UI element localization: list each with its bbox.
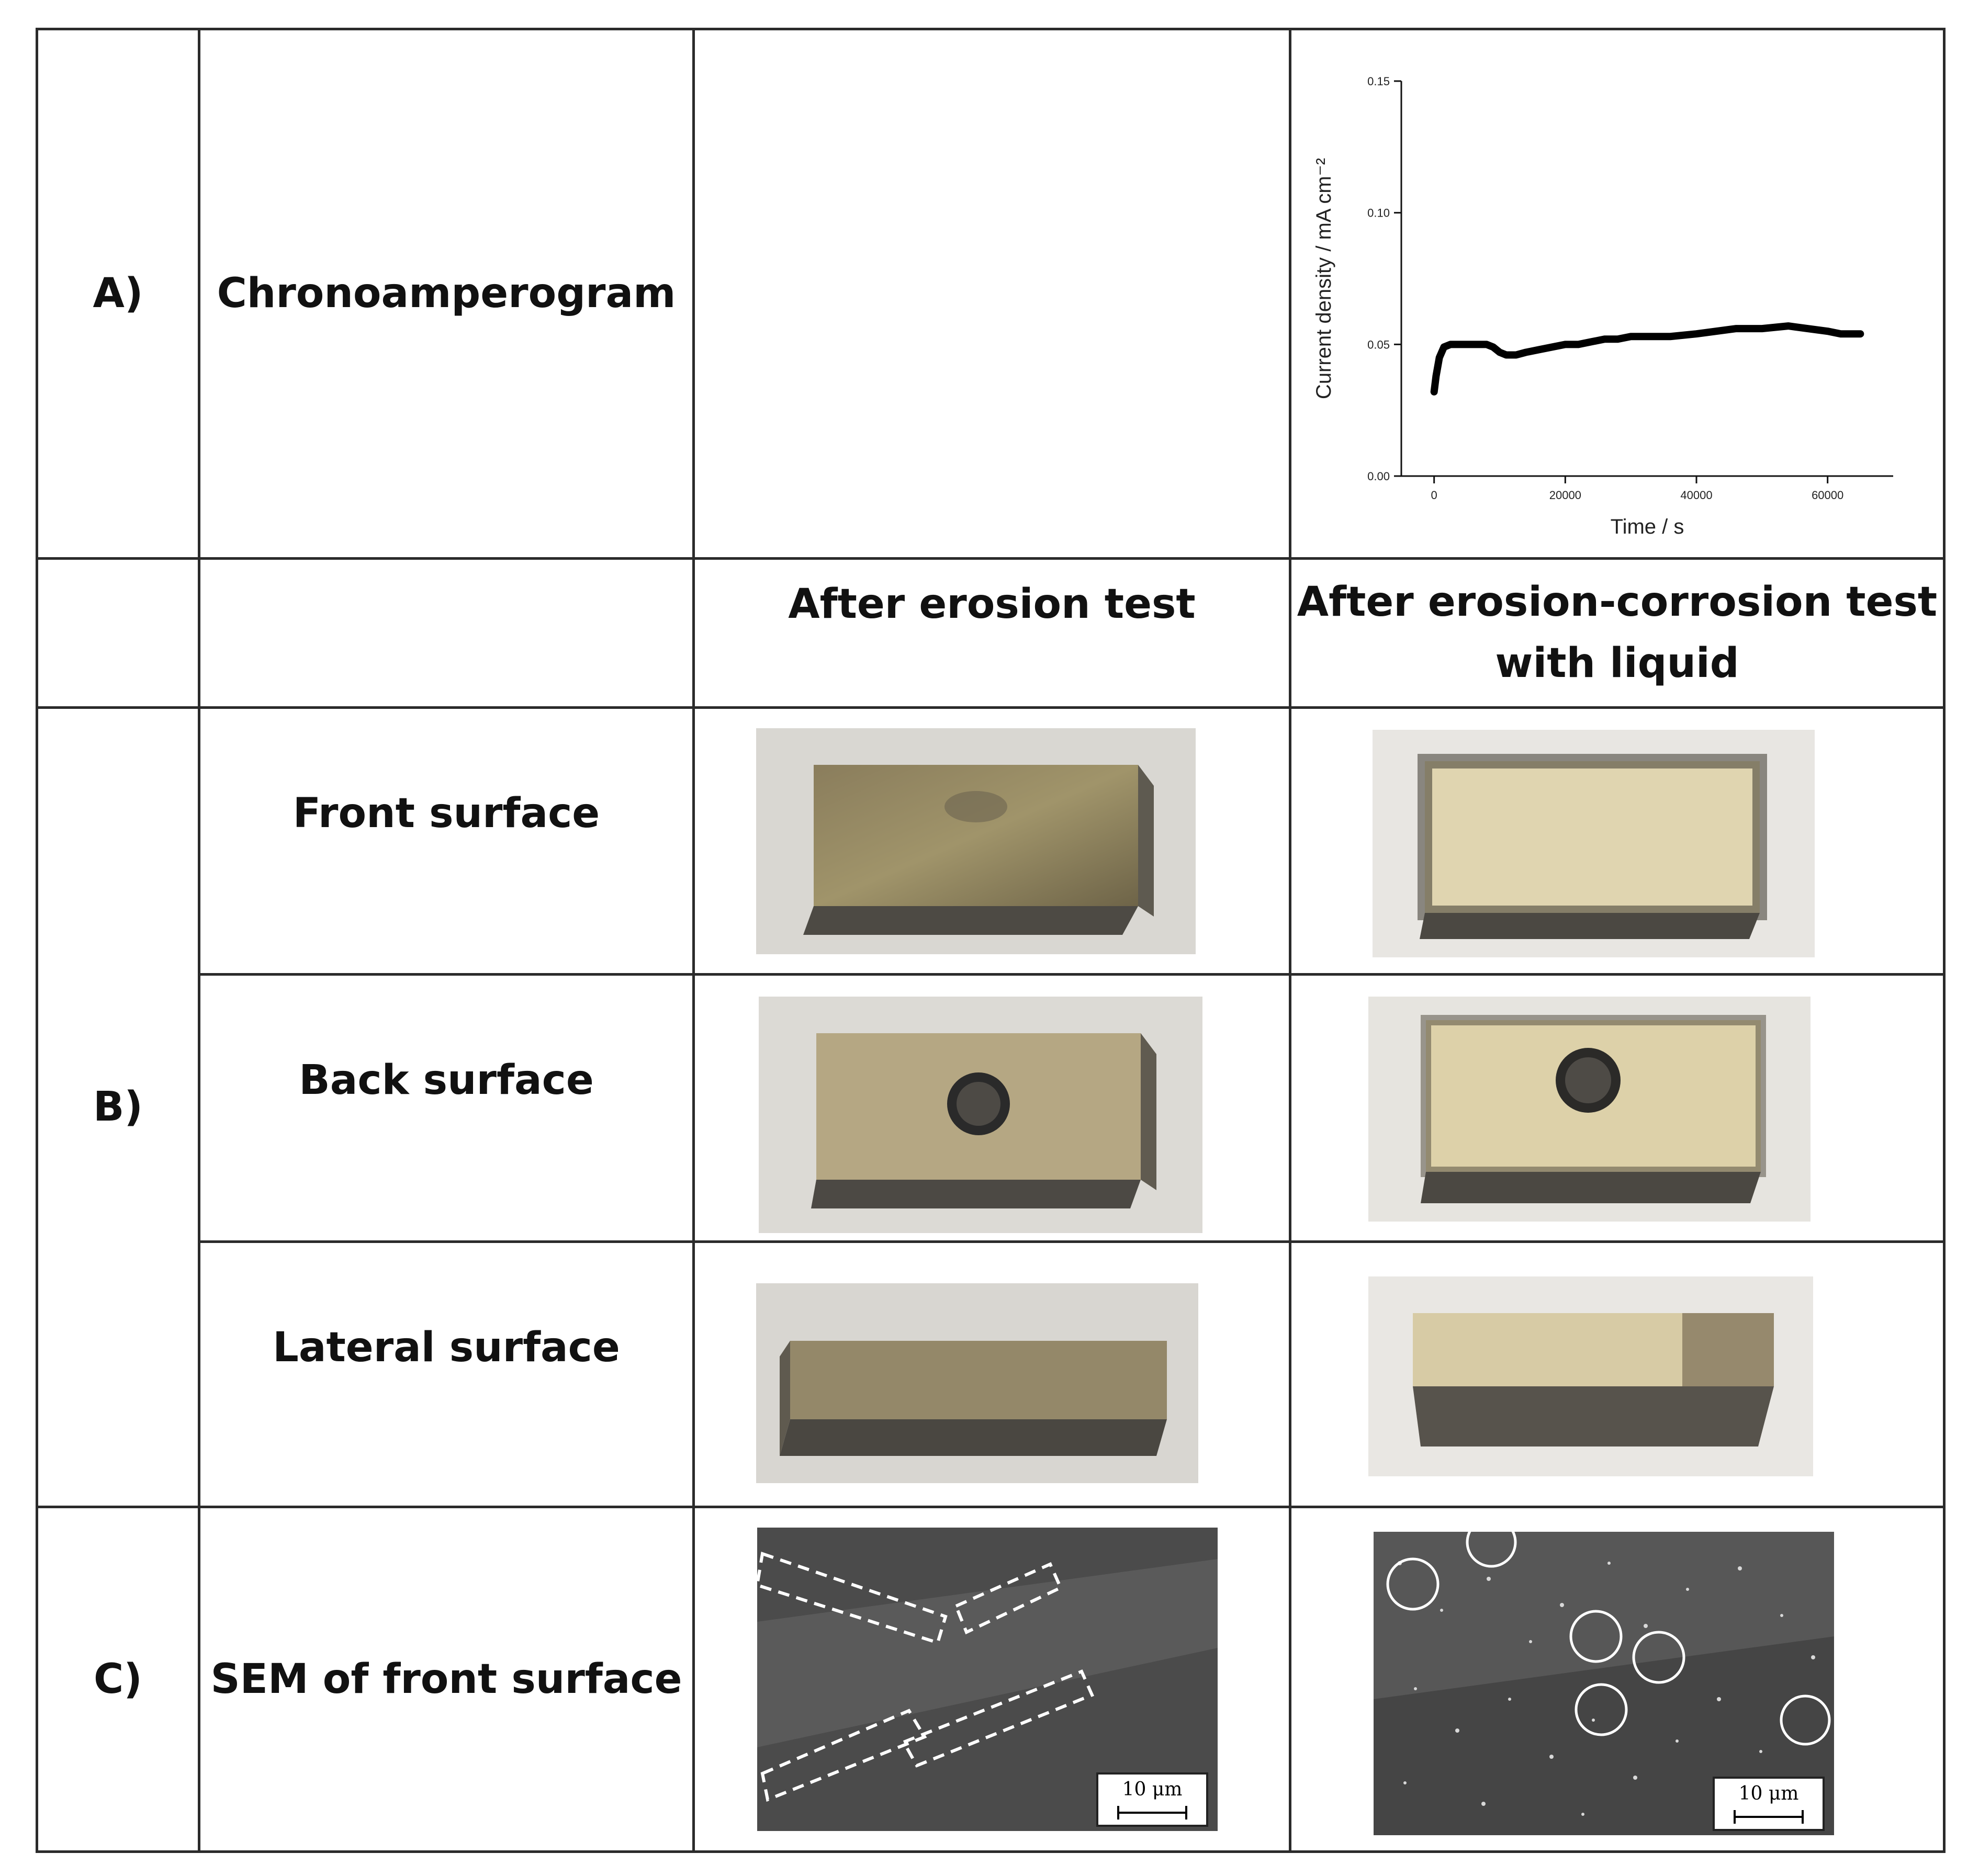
photo-erosion-corrosion-back [1368, 997, 1811, 1222]
row-line-4 [198, 1240, 1946, 1243]
column-header-erosion-corrosion: After erosion-corrosion test with liquid [1291, 560, 1943, 706]
data-point [1471, 343, 1475, 346]
y-tick-label: 0.05 [1367, 338, 1390, 351]
data-point [1458, 343, 1462, 346]
border-bottom [36, 1850, 1946, 1853]
front-surface-label: Front surface [293, 789, 600, 837]
y-axis-label: Current density / mA cm⁻² [1312, 158, 1335, 399]
lateral-surface-label: Lateral surface [273, 1324, 620, 1371]
photo-erosion-lateral [756, 1283, 1198, 1483]
row-line-5 [36, 1506, 1946, 1508]
data-point [1550, 345, 1554, 349]
data-point [1806, 327, 1810, 331]
data-point [1734, 327, 1738, 331]
data-point [1504, 353, 1508, 357]
data-point [1590, 340, 1593, 344]
x-tick-label: 40000 [1680, 489, 1712, 502]
border-top [36, 28, 1946, 30]
data-point [1649, 335, 1652, 338]
chronoamperogram-label: Chronoamperogram [217, 270, 676, 317]
col-line-1 [198, 28, 200, 1853]
column-header-erosion-corrosion-line1: After erosion-corrosion test [1297, 579, 1938, 626]
sem-front-surface-label: SEM of front surface [210, 1655, 682, 1703]
scale-bar-label-left: 10 μm [1122, 1779, 1183, 1800]
photo-erosion-corrosion-lateral [1368, 1276, 1813, 1476]
data-point [1485, 343, 1488, 346]
row-label-b: B) [93, 1083, 143, 1131]
y-tick-label: 0.00 [1367, 470, 1390, 483]
y-tick-label: 0.10 [1367, 207, 1390, 220]
data-point [1826, 330, 1829, 333]
data-point [1432, 390, 1436, 393]
data-point [1514, 353, 1518, 357]
data-point [1714, 330, 1718, 333]
data-point [1616, 337, 1620, 341]
data-point [1437, 356, 1441, 359]
col-line-2 [692, 28, 695, 1853]
photo-erosion-corrosion-front [1373, 730, 1815, 957]
photo-erosion-front [756, 728, 1196, 954]
data-point [1668, 335, 1672, 338]
x-axis-label: Time / s [1611, 515, 1684, 538]
chronoamperogram-chart: 0.00 0.05 0.10 0.15 0 20000 40000 60000 Time / s… [1312, 75, 1893, 538]
row-label-c: C) [94, 1655, 142, 1703]
sem-image-erosion-corrosion: 10 μm [1374, 1532, 1834, 1835]
row-line-3 [198, 973, 1946, 976]
data-point [1629, 335, 1633, 338]
x-tick-label: 20000 [1549, 489, 1581, 502]
sem-image-erosion: 10 μm [757, 1528, 1218, 1831]
column-header-erosion-corrosion-line2: with liquid [1495, 640, 1739, 687]
border-left [36, 28, 38, 1853]
x-tick-label: 0 [1431, 489, 1437, 502]
data-point [1442, 345, 1446, 349]
column-header-erosion: After erosion test [788, 580, 1196, 628]
col-line-3 [1289, 28, 1291, 1853]
row-label-a: A) [93, 270, 143, 317]
border-right [1943, 28, 1946, 1853]
data-point [1786, 324, 1790, 328]
row-line-1 [36, 557, 1946, 560]
data-point [1498, 351, 1501, 354]
table-grid [36, 28, 1946, 1853]
data-point [1760, 327, 1764, 331]
data-point [1524, 351, 1528, 354]
scale-bar-label-right: 10 μm [1739, 1783, 1799, 1804]
data-point [1695, 332, 1698, 336]
row-line-2 [36, 706, 1946, 709]
data-point [1449, 343, 1452, 346]
data-point [1839, 332, 1842, 336]
data-point [1537, 348, 1541, 352]
y-tick-label: 0.15 [1367, 75, 1390, 88]
data-point [1859, 332, 1862, 336]
data-point [1491, 345, 1495, 349]
data-point [1603, 337, 1606, 341]
data-point [1564, 343, 1567, 346]
x-tick-label: 60000 [1812, 489, 1843, 502]
current-density-series-line [1430, 322, 1864, 395]
back-surface-label: Back surface [299, 1056, 594, 1104]
photo-erosion-back [759, 997, 1202, 1233]
data-point [1577, 343, 1580, 346]
data-point [1434, 374, 1438, 378]
